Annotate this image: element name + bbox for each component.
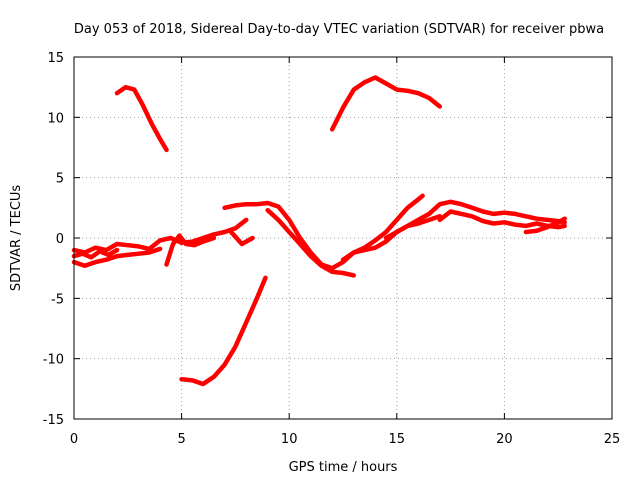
- x-tick-label: 5: [177, 432, 185, 447]
- series-line-10: [265, 207, 357, 278]
- ticks: 0 5 10 15 20 25 15 10 5 0 -5 -10 -15: [43, 51, 621, 447]
- y-tick-label: -10: [43, 353, 64, 368]
- y-tick-label: -5: [51, 292, 64, 307]
- series-line-2: [329, 75, 443, 132]
- series-line-7: [164, 233, 217, 267]
- y-tick-label: 15: [47, 51, 64, 66]
- series-line-14: [523, 216, 567, 235]
- series-line-12: [383, 199, 567, 241]
- x-axis-label: GPS time / hours: [289, 460, 398, 475]
- x-tick-label: 20: [496, 432, 513, 447]
- data-traces: [71, 75, 567, 387]
- x-tick-label: 15: [389, 432, 406, 447]
- x-tick-label: 25: [604, 432, 621, 447]
- x-tick-label: 0: [70, 432, 78, 447]
- y-axis-label: SDTVAR / TECUs: [9, 185, 24, 292]
- series-line-9: [222, 200, 443, 271]
- grid: [74, 57, 612, 419]
- series-line-1: [114, 84, 169, 153]
- x-tick-label: 10: [281, 432, 298, 447]
- series-line-5: [71, 246, 163, 269]
- chart-title: Day 053 of 2018, Sidereal Day-to-day VTE…: [74, 22, 604, 37]
- series-line-4: [71, 217, 249, 255]
- y-tick-label: 10: [47, 111, 64, 126]
- series-line-11: [340, 193, 425, 262]
- series-line-6: [71, 247, 120, 260]
- series-line-8: [228, 229, 255, 247]
- y-tick-label: -15: [43, 413, 64, 428]
- series-line-3: [179, 275, 268, 387]
- y-tick-label: 5: [56, 172, 64, 187]
- y-tick-label: 0: [56, 232, 64, 247]
